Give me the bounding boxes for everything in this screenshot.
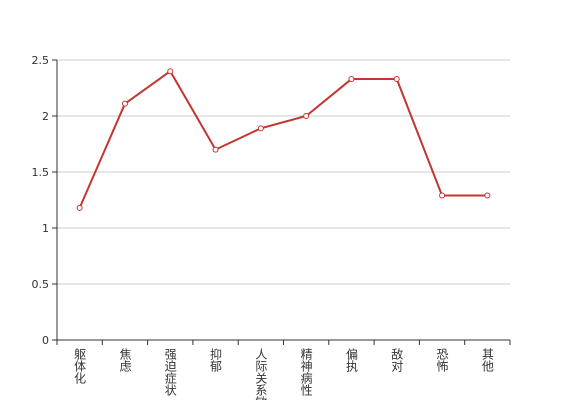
point xyxy=(393,76,400,83)
x-tick-label: 人际关系敏感 xyxy=(254,348,268,400)
x-tick-label: 精神病性 xyxy=(299,348,313,397)
point xyxy=(348,76,355,83)
x-tick-label: 抑郁 xyxy=(209,347,223,373)
point xyxy=(121,100,128,107)
x-tick-label: 恐怖 xyxy=(435,348,449,372)
y-tick-label: 1 xyxy=(42,222,49,235)
y-tick-label: 0 xyxy=(42,334,49,347)
point xyxy=(76,204,83,211)
line xyxy=(78,69,488,209)
x-tick-label: 敌对 xyxy=(390,347,404,372)
point xyxy=(484,192,491,199)
point xyxy=(303,113,310,119)
point xyxy=(439,192,446,199)
x-tick-label: 偏执 xyxy=(344,347,358,373)
x-tick-label: 强迫症状 xyxy=(163,348,177,396)
y-tick-label: 0.5 xyxy=(32,278,50,291)
point xyxy=(167,68,174,75)
y-tick-label: 2 xyxy=(42,110,49,123)
x-tick-label: 焦虑 xyxy=(118,348,132,372)
point xyxy=(212,146,219,153)
x-tick-label: 躯体化 xyxy=(73,347,87,385)
y-tick-label: 2.5 xyxy=(32,54,50,67)
point xyxy=(257,125,264,132)
y-tick-label: 1.5 xyxy=(32,166,50,179)
x-tick-label: 其他 xyxy=(480,348,494,372)
